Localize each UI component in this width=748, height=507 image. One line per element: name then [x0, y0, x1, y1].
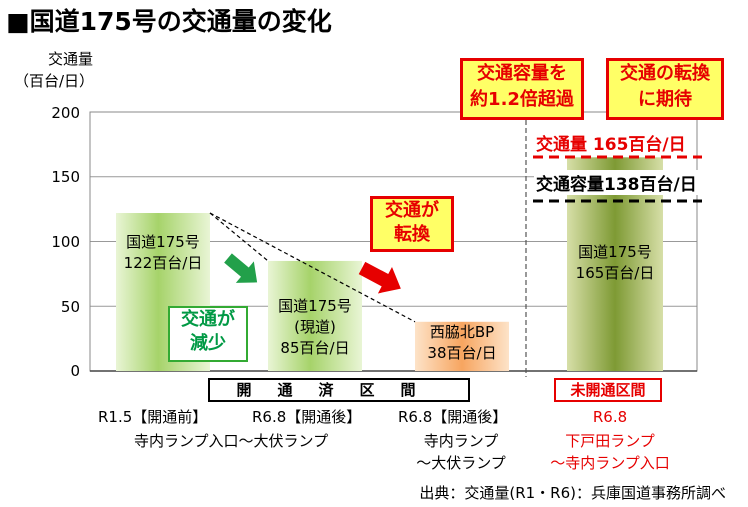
- source-note: 出典：交通量(R1・R6)：兵庫国道事務所調べ: [419, 484, 726, 502]
- category-sublabel: 下戸田ランプ: [565, 432, 655, 450]
- green-arrow-icon: [224, 253, 258, 283]
- tick-label: 200: [51, 104, 80, 122]
- data-label: 国道175号: [278, 297, 352, 315]
- bar-1-label: 国道175号 122百台/日: [110, 232, 216, 274]
- tick-label: 100: [51, 233, 80, 251]
- connector-line: [209, 212, 269, 262]
- data-label: (現道): [294, 318, 336, 336]
- data-label: 38百台/日: [427, 344, 497, 362]
- category-sublabel: 寺内ランプ入口～大伏ランプ: [134, 432, 329, 450]
- connector-line: [209, 212, 416, 323]
- category-label: R6.8: [592, 408, 628, 426]
- chart-title: ■国道175号の交通量の変化: [6, 7, 332, 36]
- decrease-callout: 交通が 減少: [168, 306, 248, 362]
- category-sublabel: ～大伏ランプ: [416, 454, 506, 472]
- category-sublabel: ～寺内ランプ入口: [550, 454, 670, 472]
- data-label: 国道175号: [126, 233, 200, 251]
- category-sublabel: 寺内ランプ: [423, 432, 499, 450]
- traffic-capacity-label: 交通容量138百台/日: [534, 170, 699, 195]
- data-label: 西脇北BP: [429, 323, 495, 341]
- unopened-section-label: 未開通区間: [554, 378, 662, 402]
- y-axis-label: 交通量: [48, 50, 94, 68]
- data-label: 165百台/日: [575, 264, 655, 282]
- expect-shift-callout: 交通の転換 に期待: [606, 58, 724, 120]
- bar: [415, 321, 509, 371]
- bar: [268, 260, 362, 371]
- y-axis-unit: （百台/日）: [14, 72, 95, 90]
- tick-label: 0: [70, 362, 80, 380]
- data-label: 国道175号: [578, 243, 652, 261]
- bar-2-label: 国道175号 (現道) 85百台/日: [262, 296, 368, 359]
- shift-callout: 交通が 転換: [370, 196, 454, 252]
- red-arrow-icon: [358, 261, 401, 294]
- data-label: 122百台/日: [123, 254, 203, 272]
- traffic-volume-label: 交通量 165百台/日: [534, 130, 688, 155]
- category-label: R1.5【開通前】: [98, 408, 208, 426]
- data-label: 85百台/日: [280, 339, 350, 357]
- opened-section-label: 開通済区間: [208, 378, 470, 402]
- category-label: R6.8【開通後】: [252, 408, 362, 426]
- bar-4-label: 国道175号 165百台/日: [560, 242, 670, 284]
- category-label: R6.8【開通後】: [398, 408, 508, 426]
- tick-label: 150: [51, 168, 80, 186]
- bar-3-label: 西脇北BP 38百台/日: [412, 322, 512, 364]
- over-capacity-callout: 交通容量を 約1.2倍超過: [460, 58, 584, 120]
- tick-label: 50: [60, 298, 80, 316]
